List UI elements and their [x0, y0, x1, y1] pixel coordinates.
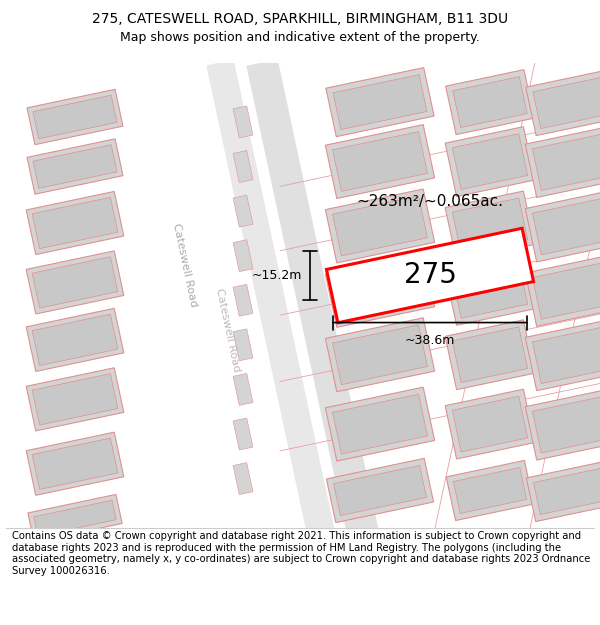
Polygon shape: [452, 198, 528, 254]
Polygon shape: [533, 466, 600, 514]
Polygon shape: [532, 197, 600, 255]
Polygon shape: [325, 387, 434, 461]
Polygon shape: [525, 388, 600, 460]
Polygon shape: [32, 198, 118, 249]
Text: ~38.6m: ~38.6m: [405, 334, 455, 348]
Polygon shape: [325, 253, 434, 328]
Polygon shape: [525, 190, 600, 262]
Polygon shape: [532, 132, 600, 191]
Polygon shape: [332, 196, 428, 256]
Polygon shape: [233, 374, 253, 406]
Polygon shape: [26, 308, 124, 371]
Polygon shape: [525, 319, 600, 391]
Polygon shape: [526, 69, 600, 136]
Polygon shape: [32, 257, 118, 308]
Polygon shape: [26, 432, 124, 495]
Polygon shape: [332, 261, 428, 320]
Polygon shape: [446, 69, 535, 134]
Polygon shape: [26, 251, 124, 314]
Polygon shape: [233, 462, 253, 494]
Polygon shape: [33, 95, 117, 139]
Polygon shape: [26, 191, 124, 254]
Polygon shape: [233, 195, 253, 227]
Polygon shape: [325, 189, 434, 263]
Polygon shape: [32, 314, 118, 366]
Polygon shape: [533, 76, 600, 129]
Text: ~15.2m: ~15.2m: [251, 269, 302, 282]
Polygon shape: [33, 145, 117, 188]
Polygon shape: [454, 468, 527, 514]
Text: 275, CATESWELL ROAD, SPARKHILL, BIRMINGHAM, B11 3DU: 275, CATESWELL ROAD, SPARKHILL, BIRMINGH…: [92, 12, 508, 26]
Polygon shape: [233, 418, 253, 450]
Polygon shape: [32, 438, 118, 489]
Text: Cateswell Road: Cateswell Road: [214, 288, 242, 372]
Polygon shape: [525, 254, 600, 326]
Polygon shape: [27, 89, 123, 144]
Polygon shape: [34, 500, 116, 536]
Polygon shape: [532, 261, 600, 319]
Polygon shape: [445, 191, 535, 261]
Polygon shape: [453, 77, 527, 128]
Polygon shape: [27, 139, 123, 194]
Polygon shape: [233, 329, 253, 361]
Text: Contains OS data © Crown copyright and database right 2021. This information is : Contains OS data © Crown copyright and d…: [12, 531, 590, 576]
Polygon shape: [247, 59, 413, 625]
Polygon shape: [233, 284, 253, 316]
Text: ~263m²/~0.065ac.: ~263m²/~0.065ac.: [356, 194, 503, 209]
Polygon shape: [334, 466, 427, 516]
Polygon shape: [445, 320, 535, 389]
Polygon shape: [452, 134, 528, 189]
Polygon shape: [326, 68, 434, 137]
Polygon shape: [332, 325, 428, 384]
Polygon shape: [28, 494, 122, 542]
Polygon shape: [452, 396, 528, 452]
Polygon shape: [446, 461, 534, 521]
Text: Cateswell Road: Cateswell Road: [171, 222, 199, 308]
Polygon shape: [325, 124, 434, 199]
Polygon shape: [445, 127, 535, 196]
Polygon shape: [532, 326, 600, 384]
Polygon shape: [332, 394, 428, 454]
Polygon shape: [326, 458, 434, 522]
Polygon shape: [326, 228, 533, 322]
Polygon shape: [332, 132, 428, 191]
Polygon shape: [445, 389, 535, 459]
Polygon shape: [532, 395, 600, 453]
Polygon shape: [526, 459, 600, 521]
Polygon shape: [233, 240, 253, 272]
Polygon shape: [525, 126, 600, 198]
Polygon shape: [206, 59, 369, 625]
Text: Map shows position and indicative extent of the property.: Map shows position and indicative extent…: [120, 31, 480, 44]
Polygon shape: [26, 368, 124, 431]
Text: 275: 275: [404, 261, 457, 289]
Polygon shape: [233, 151, 253, 182]
Polygon shape: [452, 262, 528, 318]
Polygon shape: [452, 327, 528, 382]
Polygon shape: [445, 256, 535, 325]
Polygon shape: [233, 106, 253, 138]
Polygon shape: [32, 374, 118, 425]
Polygon shape: [333, 74, 427, 129]
Polygon shape: [325, 318, 434, 392]
